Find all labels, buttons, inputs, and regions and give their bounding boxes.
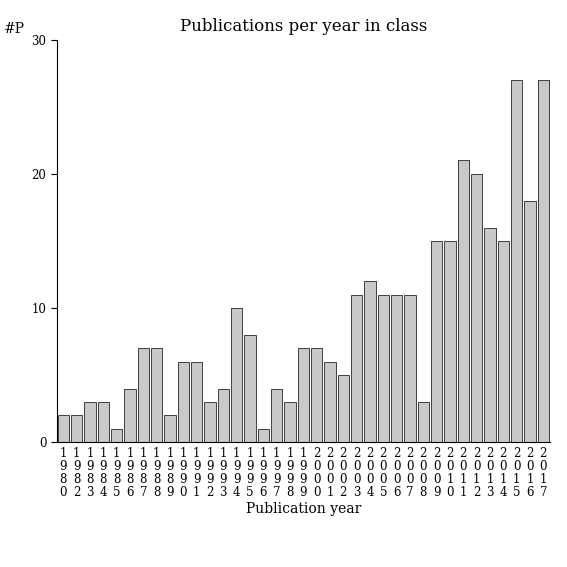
Bar: [58, 416, 69, 442]
Bar: [191, 362, 202, 442]
Bar: [204, 402, 215, 442]
Bar: [471, 174, 483, 442]
Bar: [351, 295, 362, 442]
Bar: [284, 402, 295, 442]
Bar: [151, 348, 162, 442]
Bar: [498, 241, 509, 442]
Bar: [324, 362, 336, 442]
Bar: [431, 241, 442, 442]
Bar: [271, 388, 282, 442]
Bar: [298, 348, 309, 442]
Bar: [538, 80, 549, 442]
Bar: [71, 416, 82, 442]
Bar: [84, 402, 96, 442]
Bar: [404, 295, 416, 442]
Title: Publications per year in class: Publications per year in class: [180, 18, 427, 35]
Bar: [231, 308, 242, 442]
Bar: [445, 241, 456, 442]
X-axis label: Publication year: Publication year: [246, 502, 361, 516]
Bar: [218, 388, 229, 442]
Bar: [244, 335, 256, 442]
Bar: [378, 295, 389, 442]
Bar: [138, 348, 149, 442]
Bar: [338, 375, 349, 442]
Bar: [365, 281, 376, 442]
Y-axis label: #P: #P: [5, 22, 26, 36]
Bar: [418, 402, 429, 442]
Bar: [257, 429, 269, 442]
Bar: [311, 348, 323, 442]
Bar: [98, 402, 109, 442]
Bar: [164, 416, 176, 442]
Bar: [484, 227, 496, 442]
Bar: [458, 160, 469, 442]
Bar: [524, 201, 536, 442]
Bar: [511, 80, 522, 442]
Bar: [177, 362, 189, 442]
Bar: [391, 295, 403, 442]
Bar: [124, 388, 136, 442]
Bar: [111, 429, 122, 442]
